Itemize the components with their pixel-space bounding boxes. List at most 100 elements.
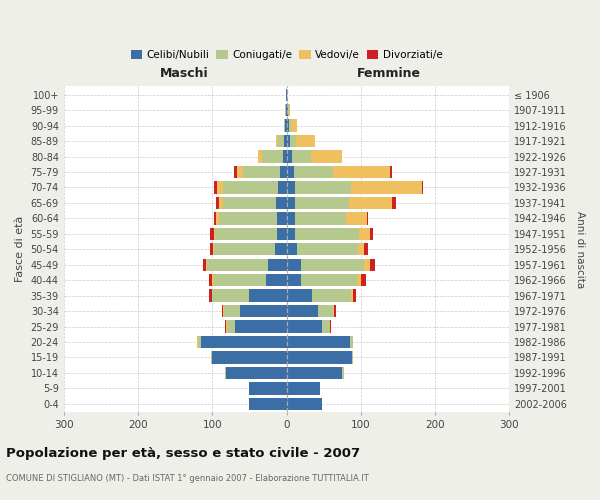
Bar <box>235 320 287 333</box>
Bar <box>214 243 275 256</box>
Bar <box>224 305 241 318</box>
Bar <box>216 212 219 224</box>
Bar <box>332 305 334 318</box>
Bar <box>287 367 342 379</box>
Bar <box>287 398 322 410</box>
Bar <box>226 367 287 379</box>
Bar <box>283 150 287 162</box>
Bar <box>287 352 352 364</box>
Bar <box>287 228 295 240</box>
Bar <box>285 104 286 117</box>
Bar <box>289 104 290 117</box>
Bar <box>334 305 336 318</box>
Bar <box>207 258 268 271</box>
Bar <box>286 88 287 101</box>
Text: Femmine: Femmine <box>357 66 421 80</box>
Bar <box>287 135 290 147</box>
Bar <box>287 212 295 224</box>
Bar <box>311 150 342 162</box>
Bar <box>291 120 297 132</box>
Bar <box>352 352 353 364</box>
Bar <box>322 320 329 333</box>
Bar <box>223 305 224 318</box>
Bar <box>278 182 287 194</box>
Bar <box>210 228 214 240</box>
Bar <box>214 228 215 240</box>
Bar <box>349 196 392 209</box>
Bar <box>370 228 373 240</box>
Bar <box>287 258 301 271</box>
Bar <box>287 182 295 194</box>
Bar <box>250 398 287 410</box>
Bar <box>351 290 353 302</box>
Bar <box>203 258 206 271</box>
Bar <box>361 274 366 286</box>
Bar <box>206 258 207 271</box>
Bar <box>287 150 292 162</box>
Bar <box>364 243 368 256</box>
Bar <box>367 212 368 224</box>
Bar <box>288 104 289 117</box>
Bar <box>287 120 289 132</box>
Bar <box>294 166 332 178</box>
Text: Maschi: Maschi <box>160 66 208 80</box>
Bar <box>332 166 391 178</box>
Bar <box>287 305 317 318</box>
Bar <box>275 243 287 256</box>
Bar <box>295 228 359 240</box>
Bar <box>287 290 313 302</box>
Bar <box>285 120 287 132</box>
Bar <box>287 336 350 348</box>
Bar <box>359 228 370 240</box>
Bar <box>287 382 320 394</box>
Bar <box>225 367 226 379</box>
Bar <box>258 150 262 162</box>
Bar <box>351 182 422 194</box>
Bar <box>391 166 392 178</box>
Bar <box>198 336 201 348</box>
Bar <box>290 135 296 147</box>
Bar <box>277 212 287 224</box>
Bar <box>284 120 285 132</box>
Bar <box>217 182 223 194</box>
Bar <box>287 196 295 209</box>
Bar <box>250 290 287 302</box>
Bar <box>277 228 287 240</box>
Bar <box>317 305 332 318</box>
Bar <box>225 320 226 333</box>
Bar <box>329 320 330 333</box>
Bar <box>241 305 287 318</box>
Bar <box>210 243 213 256</box>
Bar <box>214 212 216 224</box>
Text: Popolazione per età, sesso e stato civile - 2007: Popolazione per età, sesso e stato civil… <box>6 448 360 460</box>
Bar <box>301 274 357 286</box>
Bar <box>350 336 353 348</box>
Bar <box>214 274 266 286</box>
Bar <box>287 274 301 286</box>
Bar <box>296 135 315 147</box>
Bar <box>227 320 235 333</box>
Bar <box>222 305 223 318</box>
Bar <box>212 352 287 364</box>
Bar <box>215 228 277 240</box>
Bar <box>364 258 370 271</box>
Bar <box>209 290 212 302</box>
Bar <box>330 320 331 333</box>
Bar <box>234 166 237 178</box>
Bar <box>262 150 283 162</box>
Bar <box>295 212 346 224</box>
Bar <box>313 290 351 302</box>
Bar <box>237 166 243 178</box>
Bar <box>219 212 277 224</box>
Bar <box>295 196 349 209</box>
Bar <box>216 196 219 209</box>
Bar <box>297 243 358 256</box>
Y-axis label: Anni di nascita: Anni di nascita <box>575 210 585 288</box>
Bar <box>295 182 351 194</box>
Bar <box>250 382 287 394</box>
Bar <box>212 274 214 286</box>
Bar <box>223 182 278 194</box>
Bar <box>370 258 375 271</box>
Bar <box>301 258 364 271</box>
Y-axis label: Fasce di età: Fasce di età <box>15 216 25 282</box>
